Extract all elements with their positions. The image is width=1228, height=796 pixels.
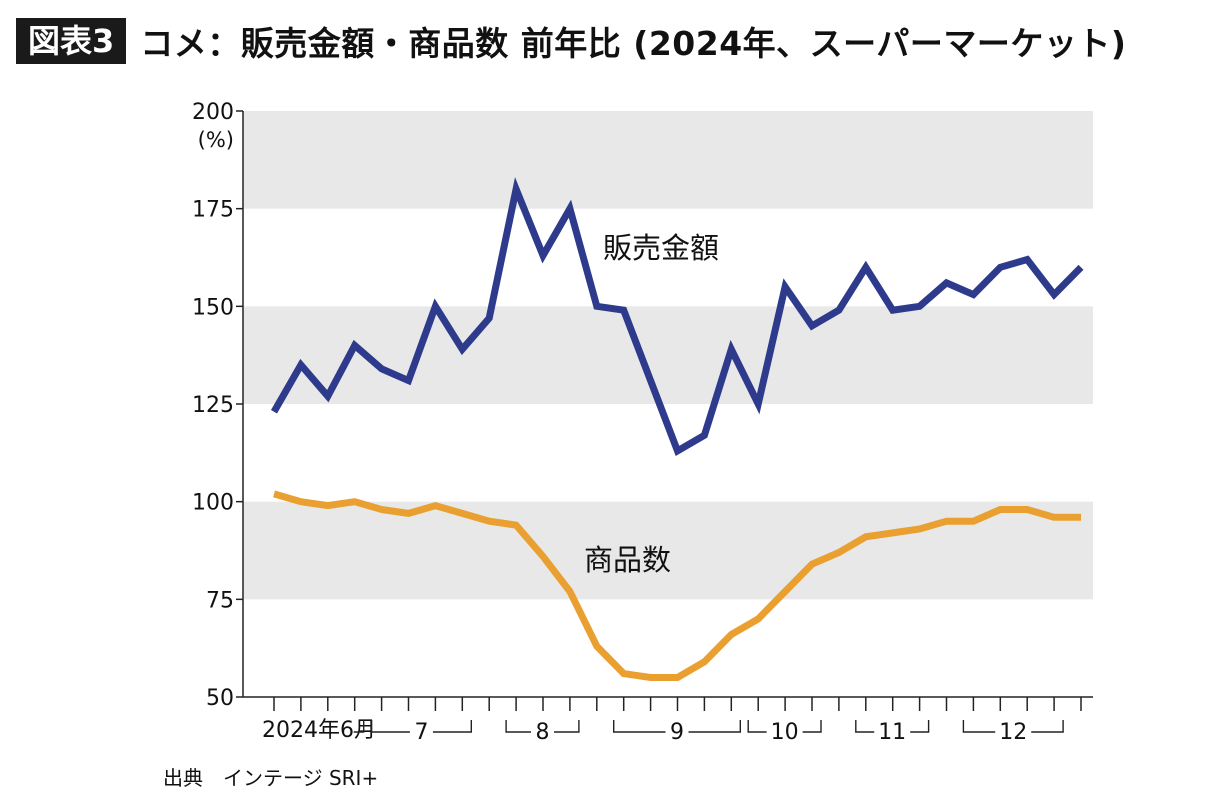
x-month-label: 11: [878, 720, 906, 745]
grid-band: [243, 111, 1093, 209]
grid-band: [243, 306, 1093, 404]
x-month-bracket: [962, 720, 996, 733]
x-month-bracket: [353, 720, 365, 733]
y-tick-label: 75: [206, 588, 234, 613]
x-month-bracket: [505, 720, 531, 733]
y-tick-label: 150: [192, 295, 234, 320]
x-month-label: 10: [771, 720, 799, 745]
x-month-bracket: [432, 720, 472, 733]
x-month-bracket: [1031, 720, 1064, 733]
y-tick-label: 200: [192, 100, 234, 125]
figure-badge: 図表3: [16, 18, 127, 64]
chart-title: コメ：販売金額・商品数 前年比 (2024年、スーパーマーケット): [140, 24, 1127, 63]
y-axis-unit: (%): [198, 128, 234, 152]
source-note: 出典 インテージ SRI+: [163, 766, 379, 790]
x-month-bracket: [688, 720, 741, 733]
series-label-items: 商品数: [584, 543, 671, 577]
x-month-label: 8: [536, 720, 550, 745]
x-month-bracket: [802, 720, 822, 733]
x-month-bracket: [554, 720, 580, 733]
series-label-sales: 販売金額: [603, 231, 719, 265]
series-line-items: [273, 490, 1081, 681]
x-month-bracket: [747, 720, 767, 733]
tick-labels: 50 75 100 125 150 175 200 (%) 2024年6月 7 8 9 10 11 12: [192, 100, 1082, 745]
background-bands: [243, 111, 1093, 600]
chart-header: 図表3 コメ：販売金額・商品数 前年比 (2024年、スーパーマーケット): [16, 14, 1126, 68]
y-tick-label: 175: [192, 198, 234, 223]
x-month-label: 7: [414, 720, 428, 745]
x-month-bracket: [370, 720, 410, 733]
x-month-label: 2024年6月: [262, 718, 376, 743]
y-tick-label: 100: [192, 491, 234, 516]
x-month-label: 9: [670, 720, 684, 745]
x-month-label: 12: [999, 720, 1027, 745]
series-line-sales: [270, 177, 1084, 456]
y-tick-label: 50: [206, 686, 234, 711]
x-month-bracket: [855, 720, 875, 733]
x-month-bracket: [613, 720, 666, 733]
x-month-bracket: [910, 720, 930, 733]
y-tick-label: 125: [192, 393, 234, 418]
series-lines: [270, 177, 1084, 681]
